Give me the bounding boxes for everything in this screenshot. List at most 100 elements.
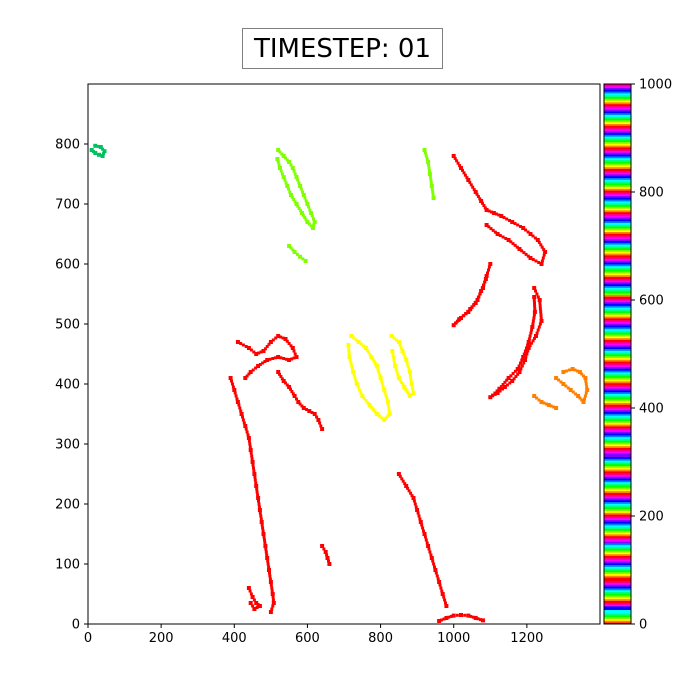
data-cell	[538, 304, 542, 308]
data-cell	[473, 616, 478, 620]
data-cell	[233, 391, 237, 395]
data-cell	[252, 466, 255, 470]
data-cell	[481, 618, 485, 623]
data-cell	[252, 472, 257, 476]
data-region-3	[235, 334, 299, 380]
colorbar-band	[604, 609, 631, 612]
colorbar-band	[604, 138, 631, 141]
x-tick-label: 1000	[437, 631, 470, 646]
data-cell	[585, 388, 590, 392]
data-cell	[367, 351, 371, 354]
data-cell	[488, 262, 493, 266]
data-cell	[531, 234, 535, 238]
colorbar-band	[604, 449, 631, 452]
colorbar-band	[604, 100, 631, 103]
data-cell	[278, 150, 282, 154]
data-cell	[423, 151, 427, 155]
data-cell	[252, 598, 256, 602]
colorbar-band	[604, 399, 631, 402]
colorbar-band	[604, 350, 631, 353]
colorbar-band	[604, 145, 631, 148]
data-cell	[532, 295, 537, 299]
data-cell	[526, 346, 531, 350]
colorbar-band	[604, 197, 631, 200]
data-cell	[422, 148, 427, 152]
data-cell	[501, 235, 505, 239]
data-cell	[521, 226, 526, 230]
data-cell	[541, 256, 545, 260]
colorbar-frame	[603, 83, 632, 625]
data-cell	[241, 418, 245, 422]
data-cell	[297, 181, 301, 185]
colorbar-band	[604, 120, 631, 123]
colorbar-band	[604, 588, 631, 591]
colorbar-band	[604, 291, 631, 294]
data-region-9	[320, 544, 332, 566]
colorbar-band	[604, 130, 631, 133]
data-cell	[257, 351, 261, 355]
data-cell	[429, 181, 433, 185]
colorbar-band	[604, 548, 631, 551]
data-cell	[533, 304, 537, 308]
colorbar-band	[604, 503, 631, 506]
colorbar-band	[604, 618, 631, 621]
colorbar-band	[604, 174, 631, 177]
data-cell	[451, 613, 456, 618]
data-cell	[440, 592, 445, 596]
data-cell	[281, 336, 285, 340]
colorbar-band	[604, 363, 631, 366]
colorbar-band	[604, 553, 631, 556]
data-cell	[323, 550, 328, 554]
colorbar-band	[604, 469, 631, 472]
data-cell	[378, 373, 382, 377]
colorbar-band	[604, 606, 631, 609]
data-cell	[289, 163, 293, 167]
data-cell	[268, 340, 273, 344]
colorbar-band	[604, 521, 631, 524]
colorbar-band	[604, 336, 631, 339]
data-cell	[259, 514, 263, 518]
data-cell	[396, 376, 401, 380]
data-cell	[415, 508, 420, 512]
data-cell	[495, 391, 500, 395]
data-cell	[487, 268, 490, 272]
data-cell	[428, 169, 431, 173]
data-cell	[523, 358, 527, 362]
data-cell	[279, 375, 283, 378]
data-cell	[455, 319, 459, 323]
data-cell	[297, 207, 301, 210]
colorbar-band	[604, 409, 631, 412]
data-cell	[483, 206, 487, 210]
data-cell	[480, 286, 484, 290]
data-cell	[285, 383, 289, 387]
colorbar-band	[604, 238, 631, 241]
data-cell	[291, 392, 295, 396]
data-cell	[298, 254, 303, 259]
data-cell	[532, 313, 536, 317]
data-cell	[296, 400, 301, 404]
colorbar-band	[604, 604, 631, 607]
colorbar-band	[604, 573, 631, 576]
colorbar-band	[604, 575, 631, 578]
data-cell	[298, 402, 302, 406]
data-cell	[255, 490, 259, 494]
data-cell	[537, 398, 541, 402]
data-cell	[583, 394, 587, 398]
data-cell	[301, 213, 305, 217]
colorbar-band	[604, 240, 631, 243]
x-tick-label: 1200	[510, 631, 543, 646]
data-cell	[279, 169, 283, 173]
data-region-15	[89, 143, 107, 158]
colorbar-band	[604, 463, 631, 466]
colorbar-band	[604, 562, 631, 565]
data-region-17	[532, 394, 559, 410]
data-cell	[402, 352, 406, 356]
colorbar-band	[604, 582, 631, 585]
colorbar-tick-label: 800	[639, 186, 664, 201]
data-cell	[484, 208, 489, 212]
data-cell	[271, 601, 276, 605]
data-cell	[533, 301, 536, 305]
colorbar-band	[604, 519, 631, 522]
data-cell	[404, 387, 408, 391]
data-cell	[285, 158, 289, 162]
